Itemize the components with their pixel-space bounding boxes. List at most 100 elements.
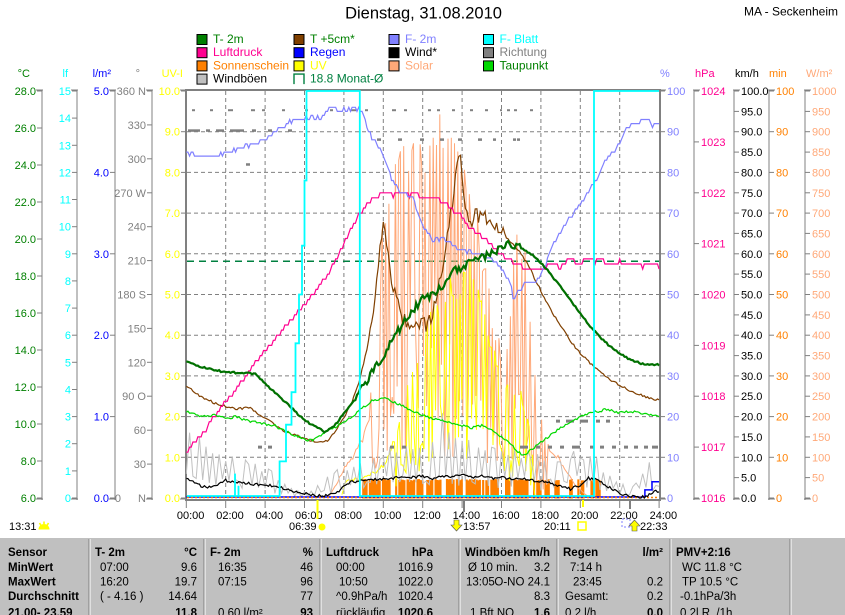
svg-text:hPa: hPa xyxy=(412,547,434,559)
svg-text:Luftdruck: Luftdruck xyxy=(326,547,380,559)
svg-text:0.2: 0.2 xyxy=(647,577,663,589)
svg-text:4: 4 xyxy=(65,385,71,397)
svg-text:24:00: 24:00 xyxy=(650,510,678,522)
svg-text:lf: lf xyxy=(63,68,69,80)
svg-text:13:57: 13:57 xyxy=(463,521,491,533)
svg-text:250: 250 xyxy=(812,391,830,403)
svg-text:400: 400 xyxy=(812,330,830,342)
svg-text:24.0: 24.0 xyxy=(15,160,36,172)
svg-text:1022.0: 1022.0 xyxy=(398,577,433,589)
svg-text:0.0: 0.0 xyxy=(94,493,109,505)
svg-text:350: 350 xyxy=(812,351,830,363)
svg-text:0: 0 xyxy=(812,493,818,505)
svg-text:4.0: 4.0 xyxy=(165,330,180,342)
svg-text:min: min xyxy=(769,68,787,80)
svg-text:700: 700 xyxy=(812,208,830,220)
svg-text:hPa: hPa xyxy=(695,68,715,80)
svg-text:Sonnenschein: Sonnenschein xyxy=(213,58,289,72)
svg-text:( - 4.16 ): ( - 4.16 ) xyxy=(100,591,144,603)
svg-text:7.0: 7.0 xyxy=(165,208,180,220)
svg-text:16:00: 16:00 xyxy=(492,510,520,522)
svg-text:90.0: 90.0 xyxy=(741,127,762,139)
svg-text:30: 30 xyxy=(667,371,679,383)
svg-text:Taupunkt: Taupunkt xyxy=(500,58,549,72)
svg-text:1020.4: 1020.4 xyxy=(398,591,434,603)
svg-text:75.0: 75.0 xyxy=(741,188,762,200)
svg-text:10:00: 10:00 xyxy=(374,510,402,522)
svg-text:1017: 1017 xyxy=(701,442,725,454)
svg-text:0.2: 0.2 xyxy=(647,591,663,603)
svg-text:8.0: 8.0 xyxy=(21,456,36,468)
svg-text:02:00: 02:00 xyxy=(216,510,244,522)
svg-text:4.0: 4.0 xyxy=(94,167,109,179)
svg-text:WC 11.8 °C: WC 11.8 °C xyxy=(682,562,742,574)
svg-text:60: 60 xyxy=(667,249,679,261)
svg-text:5.0: 5.0 xyxy=(741,473,756,485)
svg-text:11: 11 xyxy=(60,195,71,207)
svg-text:Durchschnitt: Durchschnitt xyxy=(8,591,79,603)
svg-text:1020.6: 1020.6 xyxy=(398,608,433,615)
svg-text:12.0: 12.0 xyxy=(15,382,36,394)
svg-text:15.0: 15.0 xyxy=(741,432,762,444)
svg-text:6.0: 6.0 xyxy=(165,249,180,261)
svg-text:Wind*: Wind* xyxy=(405,45,437,59)
svg-text:W/m²: W/m² xyxy=(806,68,833,80)
svg-text:550: 550 xyxy=(812,269,830,281)
svg-text:Richtung: Richtung xyxy=(500,45,547,59)
svg-text:40: 40 xyxy=(776,330,788,342)
svg-text:3.0: 3.0 xyxy=(165,371,180,383)
svg-text:O-NO 24.1: O-NO 24.1 xyxy=(494,577,550,589)
svg-text:1024: 1024 xyxy=(701,86,725,98)
svg-text:1016: 1016 xyxy=(701,493,725,505)
svg-text:TP 10.5 °C: TP 10.5 °C xyxy=(682,577,738,589)
svg-text:20: 20 xyxy=(776,412,788,424)
svg-text:3: 3 xyxy=(65,412,71,424)
svg-text:1019: 1019 xyxy=(701,340,725,352)
svg-text:14: 14 xyxy=(59,113,71,125)
svg-text:60.0: 60.0 xyxy=(741,249,762,261)
svg-text:80: 80 xyxy=(776,167,788,179)
svg-text:°C: °C xyxy=(18,68,30,80)
svg-text:16:35: 16:35 xyxy=(218,562,247,574)
svg-text:330: 330 xyxy=(128,120,146,132)
svg-text:40: 40 xyxy=(667,330,679,342)
svg-text:25.0: 25.0 xyxy=(741,391,762,403)
svg-text:10: 10 xyxy=(59,222,71,234)
svg-text:3.2: 3.2 xyxy=(534,562,550,574)
svg-text:19.7: 19.7 xyxy=(175,577,197,589)
svg-text:06:00: 06:00 xyxy=(295,510,323,522)
svg-text:70: 70 xyxy=(776,208,788,220)
svg-text:50: 50 xyxy=(776,290,788,302)
svg-text:900: 900 xyxy=(812,127,830,139)
svg-text:0: 0 xyxy=(65,493,71,505)
svg-text:9.0: 9.0 xyxy=(165,127,180,139)
svg-text:MA - Seckenheim: MA - Seckenheim xyxy=(744,5,838,19)
svg-text:10:50: 10:50 xyxy=(339,577,368,589)
svg-text:Regen: Regen xyxy=(563,547,598,559)
svg-text:850: 850 xyxy=(812,147,830,159)
svg-text:22.0: 22.0 xyxy=(15,197,36,209)
svg-text:26.0: 26.0 xyxy=(15,123,36,135)
svg-text:9.6: 9.6 xyxy=(181,562,197,574)
svg-text:60: 60 xyxy=(776,249,788,261)
svg-text:240: 240 xyxy=(128,222,146,234)
svg-text:750: 750 xyxy=(812,188,830,200)
svg-text:10.0: 10.0 xyxy=(15,419,36,431)
svg-text:00:00: 00:00 xyxy=(177,510,205,522)
svg-text:Windböen: Windböen xyxy=(213,72,267,86)
svg-text:95.0: 95.0 xyxy=(741,106,762,118)
svg-text:21.00- 23.59: 21.00- 23.59 xyxy=(8,608,73,615)
svg-text:7: 7 xyxy=(65,303,71,315)
svg-text:PMV+2:16: PMV+2:16 xyxy=(676,547,731,559)
svg-text:20.0: 20.0 xyxy=(15,234,36,246)
svg-text:30.0: 30.0 xyxy=(741,371,762,383)
svg-text:90: 90 xyxy=(667,127,679,139)
svg-text:08:00: 08:00 xyxy=(334,510,362,522)
svg-text:06:39: 06:39 xyxy=(289,521,317,533)
svg-text:07:00: 07:00 xyxy=(100,562,129,574)
svg-text:80: 80 xyxy=(667,167,679,179)
svg-text:120: 120 xyxy=(128,357,146,369)
svg-text:9: 9 xyxy=(65,249,71,261)
svg-text:12: 12 xyxy=(59,167,71,179)
svg-text:15: 15 xyxy=(59,86,71,98)
